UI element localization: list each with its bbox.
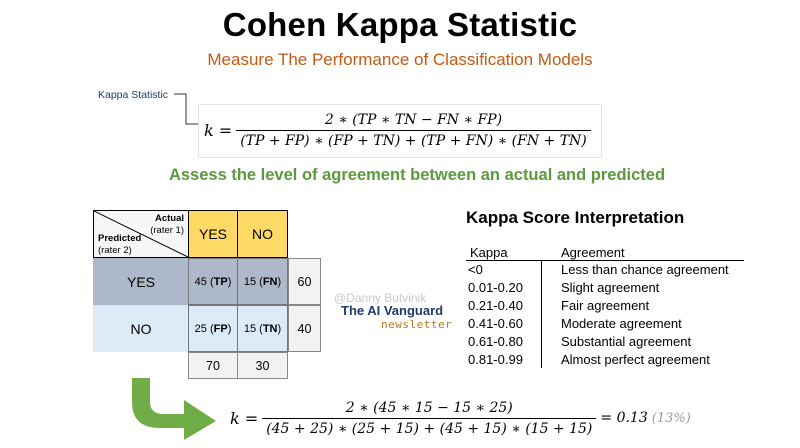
row-header-no: NO <box>93 305 189 352</box>
row-total-no: 40 <box>288 305 321 352</box>
formula-box <box>198 104 602 158</box>
tp-tag: TP <box>213 275 228 288</box>
interpretation-range: 0.41-0.60 <box>468 316 523 331</box>
column-total-yes: 70 <box>188 352 238 379</box>
formula-lhs: k = <box>204 120 233 140</box>
kappa-statistic-label: Kappa Statistic <box>98 89 169 101</box>
predicted-rater-label: (rater 2) <box>98 245 132 256</box>
cell-true-negative: 15 (TN) <box>237 305 288 352</box>
column-header-yes: YES <box>188 210 238 258</box>
interpretation-range: 0.21-0.40 <box>468 298 523 313</box>
matrix-header-diagonal <box>94 211 188 257</box>
result-fraction: 2 ∗ (45 ∗ 15 − 15 ∗ 25) (45 + 25) ∗ (25 … <box>262 399 597 437</box>
row-total-yes: 60 <box>288 258 321 305</box>
actual-rater-label: (rater 1) <box>150 225 184 236</box>
formula-denominator: (TP + FP) ∗ (FP + TN) + (TP + FN) ∗ (FN … <box>236 129 591 149</box>
column-header-no: NO <box>237 210 288 258</box>
fp-tag: FP <box>213 322 228 335</box>
fn-value: 15 <box>243 275 257 288</box>
author-watermark: @Danny Butvinik <box>334 291 427 305</box>
assess-heading: Assess the level of agreement between an… <box>168 166 666 184</box>
tn-tag: TN <box>262 322 278 335</box>
interpretation-header-rule <box>466 260 744 261</box>
kappa-formula: k = 2 ∗ (TP ∗ TN − FN ∗ FP) (TP + FP) ∗ … <box>200 106 598 154</box>
interpretation-agreement: Almost perfect agreement <box>561 352 710 367</box>
actual-label: Actual <box>154 213 184 224</box>
interpretation-agreement: Moderate agreement <box>561 316 682 331</box>
row-header-yes: YES <box>93 258 189 305</box>
brand-name: The AI Vanguard <box>341 303 444 318</box>
column-total-no: 30 <box>237 352 288 379</box>
interpretation-range: 0.01-0.20 <box>468 280 523 295</box>
interpretation-header-agreement: Agreement <box>561 245 625 260</box>
result-percent: (13%) <box>651 410 691 426</box>
tp-value: 45 <box>194 275 207 288</box>
result-numerator: 2 ∗ (45 ∗ 15 − 15 ∗ 25) <box>345 399 513 416</box>
kappa-result-formula: k = 2 ∗ (45 ∗ 15 − 15 ∗ 25) (45 + 25) ∗ … <box>226 396 691 440</box>
interpretation-agreement: Less than chance agreement <box>561 262 729 277</box>
interpretation-agreement: Slight agreement <box>561 280 660 295</box>
interpretation-title: Kappa Score Interpretation <box>466 208 685 227</box>
predicted-label: Predicted <box>98 233 142 244</box>
newsletter-label: newsletter <box>381 318 453 331</box>
cell-false-positive: 25 (FP) <box>188 305 238 352</box>
interpretation-column-rule <box>541 260 542 368</box>
interpretation-header-kappa: Kappa <box>470 245 508 260</box>
fn-tag: FN <box>262 275 278 288</box>
interpretation-range: <0 <box>468 262 483 277</box>
cell-false-negative: 15 (FN) <box>237 258 288 305</box>
green-curved-arrow-icon <box>132 378 216 440</box>
interpretation-range: 0.61-0.80 <box>468 334 523 349</box>
interpretation-agreement: Substantial agreement <box>561 334 692 349</box>
interpretation-agreement: Fair agreement <box>561 298 650 313</box>
result-value: = 0.13 <box>600 410 648 426</box>
formula-fraction: 2 ∗ (TP ∗ TN − FN ∗ FP) (TP + FP) ∗ (FP … <box>236 112 591 149</box>
matrix-header-cell: Actual (rater 1) Predicted (rater 2) <box>93 210 189 258</box>
interpretation-range: 0.81-0.99 <box>468 352 523 367</box>
page-title: Cohen Kappa Statistic <box>222 6 578 43</box>
tn-value: 15 <box>243 322 257 335</box>
result-denominator: (45 + 25) ∗ (25 + 15) + (45 + 15) ∗ (15 … <box>262 417 597 437</box>
formula-numerator: 2 ∗ (TP ∗ TN − FN ∗ FP) <box>324 111 503 128</box>
page-subtitle: Measure The Performance of Classificatio… <box>207 50 593 69</box>
cell-true-positive: 45 (TP) <box>188 258 238 305</box>
result-lhs: k = <box>230 408 259 428</box>
fp-value: 25 <box>194 322 207 335</box>
